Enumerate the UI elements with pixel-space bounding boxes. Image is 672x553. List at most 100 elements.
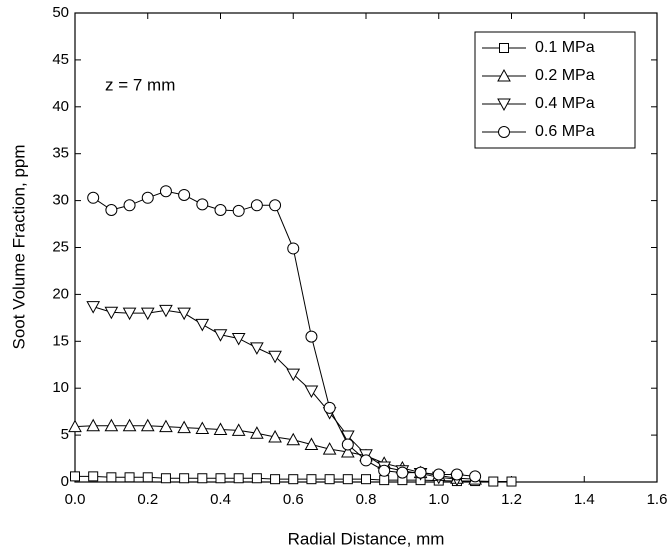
marker	[250, 342, 264, 355]
marker	[270, 474, 281, 485]
marker	[499, 43, 509, 53]
marker	[123, 199, 136, 212]
marker	[142, 472, 153, 483]
x-tick-label: 1.2	[501, 491, 522, 508]
x-tick-label: 0.0	[65, 491, 86, 508]
y-tick-label: 35	[52, 145, 69, 162]
marker	[342, 474, 353, 485]
marker	[286, 432, 301, 446]
marker	[70, 471, 80, 482]
marker	[231, 332, 246, 346]
x-tick-label: 0.8	[356, 491, 377, 508]
marker	[178, 188, 191, 201]
marker	[323, 401, 336, 414]
marker	[196, 198, 209, 211]
legend-label: 0.4 MPa	[535, 95, 595, 112]
marker	[215, 473, 226, 484]
marker	[106, 472, 117, 483]
marker	[159, 419, 173, 433]
marker	[304, 385, 319, 399]
marker	[322, 442, 337, 455]
marker	[86, 301, 101, 314]
y-tick-label: 25	[52, 238, 69, 255]
marker	[304, 437, 319, 450]
marker	[214, 203, 227, 216]
x-axis-title: Radial Distance, mm	[288, 529, 445, 548]
legend-label: 0.6 MPa	[535, 123, 595, 140]
series-line	[92, 190, 476, 477]
y-tick-label: 15	[52, 332, 69, 349]
marker	[213, 422, 228, 435]
marker	[414, 466, 427, 479]
marker	[195, 318, 210, 332]
legend-label: 0.1 MPa	[535, 39, 595, 56]
marker	[340, 430, 355, 444]
marker	[498, 126, 510, 138]
marker	[179, 473, 190, 484]
marker	[195, 421, 210, 435]
marker	[197, 473, 208, 484]
marker	[124, 472, 135, 483]
marker	[340, 444, 355, 458]
marker	[160, 473, 171, 484]
marker	[87, 191, 100, 204]
marker	[251, 473, 262, 484]
marker	[432, 468, 445, 481]
y-tick-label: 0	[61, 473, 69, 490]
y-tick-label: 40	[52, 98, 69, 115]
marker	[232, 204, 245, 217]
marker	[497, 68, 511, 82]
marker	[396, 466, 409, 479]
y-tick-label: 45	[52, 51, 69, 68]
marker	[287, 242, 300, 255]
marker	[122, 307, 137, 321]
y-tick-label: 10	[52, 379, 69, 396]
x-tick-label: 1.0	[428, 491, 449, 508]
marker	[177, 307, 191, 321]
y-axis-title: Soot Volume Fraction, ppm	[9, 144, 28, 349]
marker	[250, 426, 264, 439]
y-tick-label: 30	[52, 192, 69, 209]
x-tick-label: 1.4	[574, 491, 595, 508]
series-line	[93, 306, 457, 480]
marker	[361, 474, 371, 485]
marker	[268, 350, 282, 364]
marker	[86, 418, 101, 432]
x-tick-label: 0.6	[283, 491, 304, 508]
x-tick-label: 1.6	[647, 491, 668, 508]
y-tick-label: 5	[61, 426, 69, 443]
marker	[104, 418, 119, 432]
marker	[506, 476, 517, 487]
marker	[233, 473, 244, 484]
marker	[231, 423, 246, 436]
marker	[379, 475, 390, 486]
marker	[269, 199, 282, 212]
marker	[378, 464, 391, 477]
marker	[140, 307, 155, 321]
y-tick-label: 50	[52, 4, 69, 21]
marker	[159, 304, 173, 318]
marker	[306, 474, 317, 485]
marker	[341, 438, 354, 451]
marker	[104, 306, 119, 320]
marker	[305, 330, 318, 343]
marker	[105, 203, 118, 216]
marker	[488, 476, 499, 487]
marker	[140, 418, 155, 432]
x-tick-label: 0.4	[210, 491, 231, 508]
marker	[469, 470, 482, 483]
marker	[450, 468, 463, 481]
marker	[159, 185, 172, 198]
marker	[141, 191, 154, 204]
marker	[324, 474, 335, 485]
legend-label: 0.2 MPa	[535, 67, 595, 84]
marker	[213, 329, 228, 342]
marker	[122, 418, 137, 432]
y-tick-label: 20	[52, 285, 69, 302]
marker	[360, 454, 372, 467]
marker	[288, 474, 299, 485]
x-tick-label: 0.2	[137, 491, 158, 508]
marker	[497, 98, 511, 112]
marker	[88, 471, 99, 482]
